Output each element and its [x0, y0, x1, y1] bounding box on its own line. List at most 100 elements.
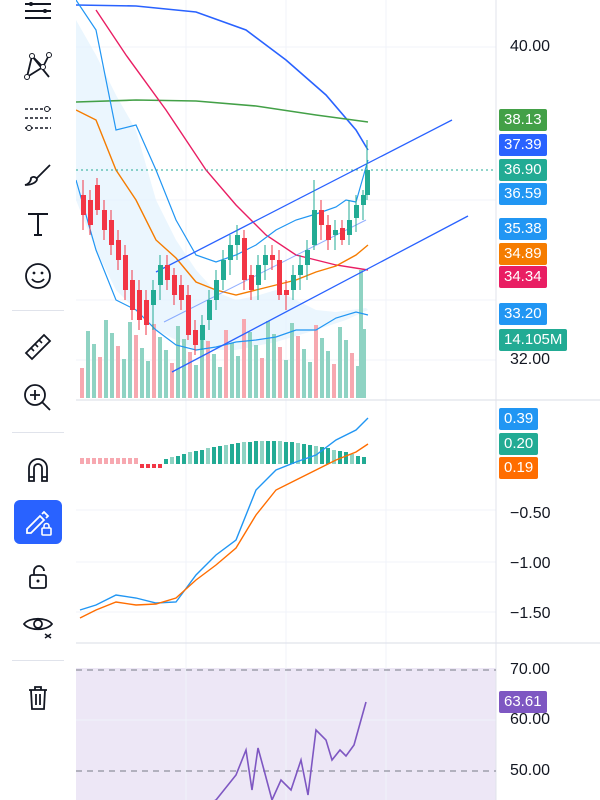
red-ma-line [95, 9, 369, 271]
macd-histogram-bar [332, 450, 336, 464]
bollinger-fill [76, 20, 368, 350]
text-tool-icon [28, 213, 48, 236]
brush-tool[interactable] [14, 152, 62, 196]
volume-bar [314, 325, 318, 398]
trash-tool[interactable] [14, 675, 62, 719]
chart-canvas[interactable] [76, 0, 600, 800]
macd-histogram-bar [134, 458, 138, 464]
volume-bar [320, 338, 324, 398]
trash-icon [29, 686, 47, 710]
macd-tag: 0.20 [499, 433, 539, 455]
candle-body [235, 235, 240, 245]
candle-body [144, 300, 149, 325]
macd-tag: 0.39 [499, 408, 539, 430]
hide-drawings-icon [22, 617, 54, 639]
stay-in-drawing-mode-tool[interactable] [14, 500, 62, 544]
rsi-tag: 63.61 [499, 691, 547, 713]
toolbar-separator [12, 660, 64, 661]
candle-body [158, 265, 163, 285]
volume-bar [350, 353, 354, 398]
volume-bar [134, 335, 138, 398]
candle-body [256, 265, 261, 285]
magnet-tool[interactable] [14, 448, 62, 492]
price-tag: 33.20 [499, 303, 547, 325]
volume-bar [362, 329, 366, 398]
candle-body [354, 205, 359, 218]
volume-bar [254, 345, 258, 398]
zoom-in-tool[interactable] [14, 376, 62, 420]
lock-drawings-tool[interactable] [14, 554, 62, 598]
price-tag: 38.13 [499, 109, 547, 131]
macd-histogram-bar [260, 441, 264, 464]
stay-in-drawing-mode-icon [26, 510, 52, 536]
ruler-tool[interactable] [14, 325, 62, 369]
bollinger-upper [76, 0, 369, 263]
macd-histogram-bar [212, 447, 216, 464]
candle-body [263, 255, 268, 265]
candle-body [305, 250, 310, 265]
volume-bar [98, 357, 102, 398]
volume-bar [140, 348, 144, 398]
chart-area[interactable]: 40.00 32.00 38.13 37.39 36.90 36.59 35.38 34.89… [76, 0, 600, 800]
channel-lower-line [171, 215, 469, 373]
volume-bar [182, 339, 186, 398]
long-ma-line [76, 99, 369, 123]
hide-drawings-tool[interactable] [14, 603, 62, 647]
signal-line [79, 443, 369, 619]
candle-body [284, 290, 289, 295]
volume-bar [164, 350, 168, 398]
candle-body [326, 225, 331, 240]
fib-retracement-tool[interactable] [14, 97, 62, 141]
macd-histogram-bar [338, 451, 342, 464]
volume-bar [236, 356, 240, 398]
volume-bar [242, 319, 246, 398]
macd-histogram-bar [122, 458, 126, 464]
volume-bar [260, 358, 264, 398]
macd-histogram-bar [344, 452, 348, 464]
volume-bar [158, 337, 162, 398]
macd-histogram-bar [278, 441, 282, 464]
pattern-tool-icon [24, 52, 52, 80]
ruler-icon [24, 333, 52, 361]
candle-body [172, 275, 177, 295]
lines-menu-tool[interactable] [14, 0, 62, 37]
volume-bar [326, 351, 330, 398]
candle-body [186, 295, 191, 335]
macd-line [79, 417, 369, 611]
volume-bar [200, 328, 204, 398]
macd-histogram-bar [200, 450, 204, 464]
volume-bar [308, 362, 312, 398]
macd-axis-label: −0.50 [510, 505, 551, 522]
macd-histogram-bar [170, 457, 174, 464]
macd-histogram-bar [206, 448, 210, 464]
rsi-line [214, 701, 367, 800]
macd-histogram-bar [248, 442, 252, 464]
fib-retracement-icon [25, 106, 51, 131]
candle-body [116, 240, 121, 260]
emoji-tool[interactable] [14, 254, 62, 298]
macd-axis-label: −1.00 [510, 555, 551, 572]
volume-bar [86, 331, 90, 398]
candle-body [221, 260, 226, 280]
candle-body [214, 280, 219, 300]
candle-body [249, 275, 254, 290]
candle-body [340, 228, 345, 240]
macd-histogram-bar [182, 454, 186, 464]
volume-bar [224, 330, 228, 398]
macd-histogram-bar [86, 458, 90, 464]
candle-body [333, 230, 338, 235]
candle-body [298, 265, 303, 275]
candle-body [207, 300, 212, 320]
text-tool-tool[interactable] [14, 202, 62, 246]
rsi-axis-label: 60.00 [510, 711, 551, 728]
macd-histogram-bar [356, 456, 360, 464]
brush-icon [24, 164, 51, 186]
volume-bar [278, 347, 282, 398]
volume-bar [344, 340, 348, 398]
candle-body [88, 200, 93, 225]
macd-histogram-bar [194, 451, 198, 464]
pattern-tool-tool[interactable] [14, 44, 62, 88]
price-tag: 14.105M [499, 329, 568, 351]
candle-body [123, 255, 128, 290]
volume-bar [104, 320, 108, 398]
